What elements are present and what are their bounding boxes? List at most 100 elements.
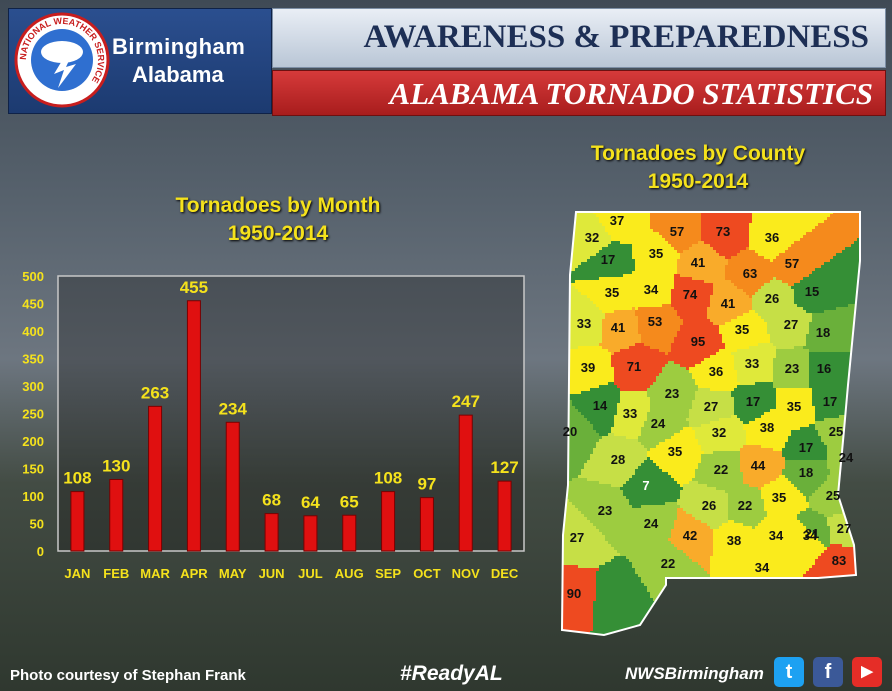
county-region bbox=[749, 223, 819, 227]
county-region bbox=[881, 490, 888, 493]
county-region bbox=[806, 601, 860, 605]
county-region bbox=[875, 376, 888, 379]
county-region bbox=[593, 601, 657, 605]
county-region bbox=[806, 334, 860, 338]
county-region bbox=[791, 481, 825, 485]
county-region bbox=[562, 304, 597, 308]
county-region bbox=[653, 382, 696, 386]
county-region bbox=[632, 277, 675, 281]
county-region bbox=[734, 406, 777, 410]
county-region bbox=[701, 212, 753, 215]
county-region bbox=[806, 310, 825, 314]
county-region bbox=[686, 418, 720, 422]
county-region bbox=[806, 232, 860, 236]
county-region bbox=[752, 307, 789, 311]
county-region bbox=[562, 592, 597, 596]
county-region bbox=[860, 379, 888, 382]
county-region bbox=[662, 406, 693, 410]
county-region bbox=[623, 274, 633, 278]
county-region bbox=[710, 562, 741, 566]
twitter-icon[interactable]: t bbox=[774, 657, 804, 687]
county-region bbox=[677, 268, 726, 272]
county-region bbox=[863, 235, 888, 238]
county-region bbox=[659, 349, 672, 353]
county-region bbox=[737, 370, 774, 374]
county-region bbox=[788, 478, 828, 482]
county-region bbox=[572, 400, 621, 404]
county-region bbox=[562, 250, 600, 254]
county-region bbox=[848, 478, 860, 482]
county-region bbox=[749, 238, 801, 242]
county-region bbox=[644, 424, 690, 428]
county-region bbox=[701, 235, 750, 239]
county-region bbox=[704, 280, 720, 284]
county-region bbox=[677, 547, 714, 551]
county-region bbox=[761, 496, 807, 500]
county-region bbox=[608, 232, 642, 236]
county-region bbox=[758, 523, 795, 527]
county-region bbox=[773, 370, 810, 374]
county-region bbox=[632, 244, 672, 248]
facebook-icon[interactable]: f bbox=[813, 657, 843, 687]
county-region bbox=[680, 415, 690, 419]
county-region bbox=[578, 409, 618, 413]
county-region bbox=[752, 214, 831, 218]
county-region bbox=[620, 400, 651, 404]
county-region bbox=[593, 604, 657, 608]
state-outline bbox=[560, 211, 861, 637]
county-region bbox=[650, 212, 702, 215]
county-region bbox=[680, 256, 726, 260]
county-region bbox=[851, 508, 860, 512]
county-region bbox=[776, 403, 813, 407]
county-region bbox=[562, 292, 582, 296]
county-region bbox=[806, 604, 860, 608]
county-region bbox=[562, 502, 573, 506]
office-state: Alabama bbox=[132, 62, 224, 87]
county-region bbox=[641, 505, 681, 509]
county-region bbox=[548, 490, 560, 493]
county-region bbox=[674, 337, 723, 341]
county-region bbox=[809, 649, 888, 652]
county-region bbox=[569, 397, 621, 401]
county-region bbox=[562, 412, 582, 416]
county-region bbox=[611, 235, 639, 239]
county-region bbox=[695, 397, 735, 401]
county-region bbox=[563, 493, 624, 497]
county-region bbox=[770, 262, 825, 266]
county-region bbox=[638, 322, 684, 326]
county-region bbox=[638, 235, 663, 239]
county-region bbox=[767, 514, 798, 518]
county-region bbox=[728, 502, 765, 506]
county-region bbox=[815, 421, 860, 425]
county-region bbox=[562, 580, 597, 584]
youtube-icon[interactable]: ▶ bbox=[852, 657, 882, 687]
county-region bbox=[647, 391, 696, 395]
county-region bbox=[623, 535, 672, 539]
county-region bbox=[710, 301, 753, 305]
county-region bbox=[809, 328, 860, 332]
county-region bbox=[761, 547, 795, 551]
county-region bbox=[638, 238, 666, 242]
county-region bbox=[562, 442, 597, 446]
county-region bbox=[764, 505, 810, 509]
y-tick-label: 250 bbox=[22, 407, 44, 422]
county-region bbox=[803, 277, 860, 281]
county-value-label: 22 bbox=[738, 498, 752, 513]
county-region bbox=[626, 496, 681, 500]
county-region bbox=[602, 310, 615, 314]
county-region bbox=[668, 355, 711, 359]
county-region bbox=[872, 229, 888, 232]
county-value-label: 25 bbox=[829, 424, 843, 439]
county-region bbox=[878, 223, 888, 226]
county-value-label: 38 bbox=[760, 420, 774, 435]
county-region bbox=[674, 523, 708, 527]
county-region bbox=[596, 214, 651, 218]
county-region bbox=[584, 415, 615, 419]
y-tick-label: 300 bbox=[22, 379, 44, 394]
county-value-label: 28 bbox=[611, 452, 625, 467]
county-region bbox=[611, 352, 615, 356]
county-region bbox=[656, 403, 693, 407]
county-region bbox=[562, 259, 588, 263]
county-value-label: 34 bbox=[769, 528, 784, 543]
county-region bbox=[656, 445, 702, 449]
